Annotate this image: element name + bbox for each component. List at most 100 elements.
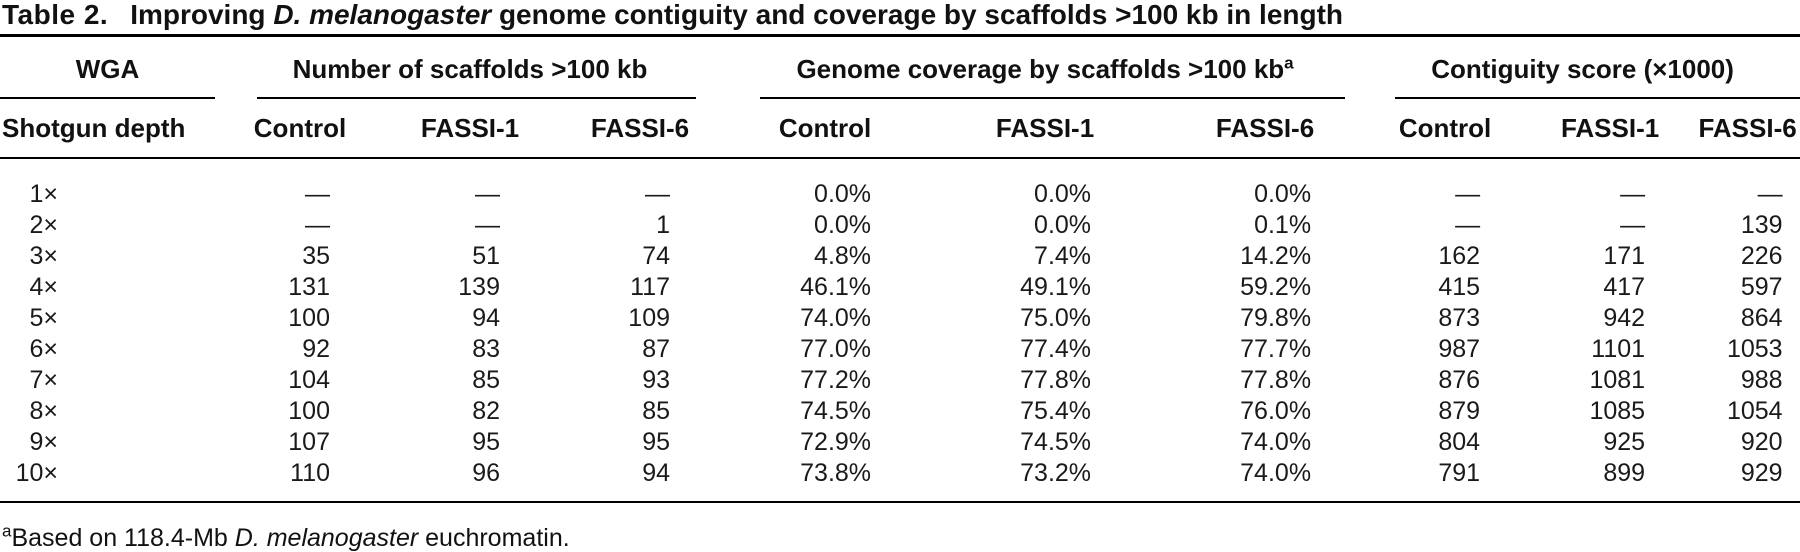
table-cell-scaffolds-fassi1: 96 bbox=[385, 458, 555, 503]
cell-value: 1081 bbox=[1589, 366, 1646, 394]
depth-value: 7× bbox=[29, 366, 58, 394]
spanner-rule bbox=[0, 97, 215, 99]
cell-value: 74.5% bbox=[800, 397, 872, 425]
cell-value: 73.2% bbox=[1020, 459, 1092, 487]
cell-value: 876 bbox=[1438, 366, 1481, 394]
table-cell-coverage-fassi6: 59.2% bbox=[1165, 272, 1365, 303]
table-cell-coverage-fassi1: 49.1% bbox=[925, 272, 1165, 303]
table-cell-coverage-fassi6: 79.8% bbox=[1165, 303, 1365, 334]
cell-value: 74.0% bbox=[800, 304, 872, 332]
footnote-marker: a bbox=[1284, 53, 1294, 73]
depth-value: 8× bbox=[29, 397, 58, 425]
table-cell-scaffolds-control: 107 bbox=[215, 427, 385, 458]
table-cell-coverage-fassi6: 0.0% bbox=[1165, 158, 1365, 210]
table-cell-contiguity-fassi6: 920 bbox=[1695, 427, 1800, 458]
table-cell-scaffolds-fassi1: — bbox=[385, 158, 555, 210]
table-cell-coverage-control: 46.1% bbox=[725, 272, 925, 303]
table-row: 6× 92 83 87 77.0% 77.4% 77.7% 987 1101 1… bbox=[0, 334, 1800, 365]
table-cell-coverage-fassi6: 74.0% bbox=[1165, 427, 1365, 458]
cell-value: 77.2% bbox=[800, 366, 872, 394]
table-cell-scaffolds-control: 100 bbox=[215, 303, 385, 334]
cell-value: 92 bbox=[302, 335, 330, 363]
footnote-text-tail: euchromatin. bbox=[418, 524, 570, 552]
group-label: Number of scaffolds >100 kb bbox=[292, 54, 648, 84]
table-cell-scaffolds-control: 100 bbox=[215, 396, 385, 427]
table-cell-scaffolds-fassi6: 117 bbox=[555, 272, 725, 303]
cell-value: 4.8% bbox=[814, 242, 872, 270]
cell-value: 131 bbox=[288, 273, 330, 301]
cell-value: 171 bbox=[1603, 242, 1646, 270]
cell-value: 942 bbox=[1603, 304, 1646, 332]
table-cell-contiguity-fassi1: — bbox=[1525, 158, 1695, 210]
table-cell-coverage-control: 77.0% bbox=[725, 334, 925, 365]
table-cell-scaffolds-control: — bbox=[215, 210, 385, 241]
cell-value: 49.1% bbox=[1020, 273, 1092, 301]
cell-value: 77.7% bbox=[1240, 335, 1312, 363]
cell-value: 925 bbox=[1603, 428, 1646, 456]
table-cell-contiguity-control: 804 bbox=[1365, 427, 1525, 458]
cell-value: 987 bbox=[1438, 335, 1481, 363]
cell-value: 879 bbox=[1438, 397, 1481, 425]
cell-value: 79.8% bbox=[1240, 304, 1312, 332]
cell-value: 1053 bbox=[1726, 335, 1783, 363]
cell-value: 35 bbox=[302, 242, 330, 270]
row-header-depth: 8× bbox=[0, 396, 215, 427]
cell-value: 75.0% bbox=[1020, 304, 1092, 332]
cell-value: — bbox=[305, 180, 330, 208]
cell-value: 864 bbox=[1740, 304, 1783, 332]
cell-value: 0.1% bbox=[1254, 211, 1312, 239]
table-cell-coverage-fassi1: 74.5% bbox=[925, 427, 1165, 458]
cell-value: 74.5% bbox=[1020, 428, 1092, 456]
table-cell-contiguity-fassi6: 988 bbox=[1695, 365, 1800, 396]
table-cell-contiguity-fassi1: 1081 bbox=[1525, 365, 1695, 396]
table-cell-coverage-fassi6: 0.1% bbox=[1165, 210, 1365, 241]
table-cell-scaffolds-fassi1: — bbox=[385, 210, 555, 241]
cell-value: 873 bbox=[1438, 304, 1481, 332]
table-cell-scaffolds-fassi6: 1 bbox=[555, 210, 725, 241]
table-cell-scaffolds-fassi6: 85 bbox=[555, 396, 725, 427]
table-cell-contiguity-control: 873 bbox=[1365, 303, 1525, 334]
row-header-depth: 2× bbox=[0, 210, 215, 241]
table-cell-contiguity-control: 415 bbox=[1365, 272, 1525, 303]
cell-value: 51 bbox=[472, 242, 500, 270]
table-cell-coverage-fassi6: 14.2% bbox=[1165, 241, 1365, 272]
cell-value: 85 bbox=[472, 366, 500, 394]
column-header-control-2: Control bbox=[725, 99, 926, 159]
table-cell-contiguity-control: — bbox=[1365, 158, 1525, 210]
cell-value: 74.0% bbox=[1240, 428, 1312, 456]
table-cell-coverage-fassi1: 7.4% bbox=[925, 241, 1165, 272]
species-name-italic: D. melanogaster bbox=[234, 524, 419, 552]
table-cell-coverage-fassi6: 74.0% bbox=[1165, 458, 1366, 503]
cell-value: 791 bbox=[1438, 459, 1481, 487]
cell-value: 83 bbox=[472, 335, 500, 363]
depth-value: 2× bbox=[29, 211, 58, 239]
cell-value: — bbox=[645, 180, 671, 208]
cell-value: — bbox=[1757, 180, 1783, 208]
cell-value: 77.8% bbox=[1240, 366, 1312, 394]
table-cell-contiguity-control: 879 bbox=[1365, 396, 1525, 427]
cell-value: 899 bbox=[1603, 459, 1646, 487]
column-header-fassi6-1: FASSI-6 bbox=[555, 99, 726, 159]
cell-value: 100 bbox=[288, 304, 330, 332]
cell-value: 804 bbox=[1438, 428, 1481, 456]
depth-value: 10× bbox=[15, 459, 58, 487]
group-label: Genome coverage by scaffolds >100 kba bbox=[725, 54, 1365, 85]
cell-value: 139 bbox=[1740, 211, 1783, 239]
table-number: Table 2. bbox=[2, 0, 109, 30]
column-header-fassi1-2: FASSI-1 bbox=[925, 99, 1166, 159]
cell-value: 1101 bbox=[1591, 335, 1646, 363]
table-cell-contiguity-fassi1: — bbox=[1525, 210, 1695, 241]
row-header-depth: 7× bbox=[0, 365, 215, 396]
column-header-row: Shotgun depth Control FASSI-1 FASSI-6 Co… bbox=[0, 99, 1800, 159]
cell-value: 0.0% bbox=[1034, 211, 1092, 239]
spanner-rule bbox=[1395, 97, 1800, 99]
group-header-wga: WGA bbox=[0, 37, 215, 99]
table-cell-contiguity-fassi6: 597 bbox=[1695, 272, 1800, 303]
table-cell-scaffolds-fassi1: 82 bbox=[385, 396, 555, 427]
column-header-fassi1-3: FASSI-1 bbox=[1525, 99, 1696, 159]
table-cell-contiguity-fassi1: 925 bbox=[1525, 427, 1695, 458]
table-cell-contiguity-fassi1: 899 bbox=[1525, 458, 1696, 503]
cell-value: — bbox=[305, 211, 330, 239]
table-cell-coverage-control: 73.8% bbox=[725, 458, 926, 503]
table-cell-contiguity-fassi6: 1053 bbox=[1695, 334, 1800, 365]
